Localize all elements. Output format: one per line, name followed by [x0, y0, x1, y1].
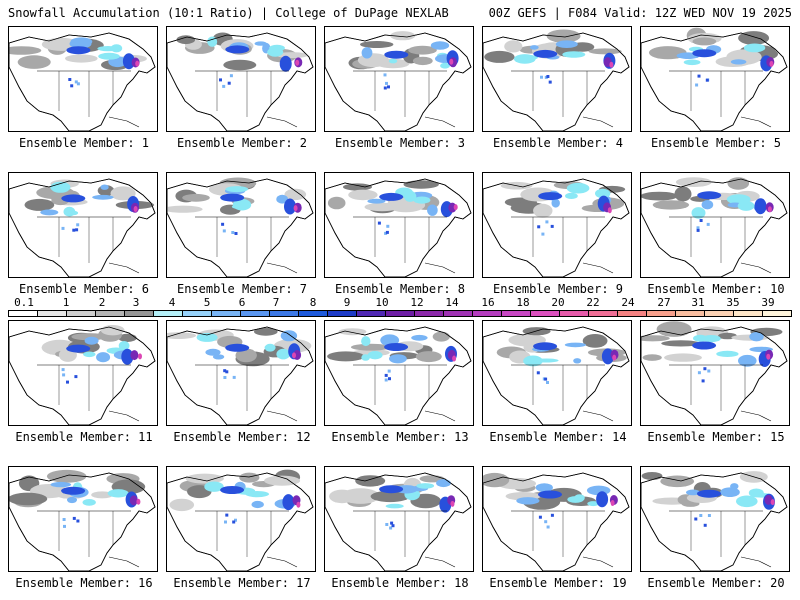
colorbar-tick-label: 7	[272, 296, 280, 309]
ensemble-member-label: Ensemble Member: 14	[489, 430, 627, 444]
colorbar-swatch	[270, 311, 299, 316]
ensemble-member-map[interactable]	[324, 320, 474, 426]
colorbar-tick-label: 4	[168, 296, 176, 309]
ensemble-member-map[interactable]	[8, 466, 158, 572]
colorbar-swatch	[734, 311, 763, 316]
colorbar-swatch	[444, 311, 473, 316]
colorbar-tick-label: 20	[551, 296, 565, 309]
colorbar-tick-label: 27	[657, 296, 671, 309]
colorbar-swatch	[705, 311, 734, 316]
colorbar-swatch	[299, 311, 328, 316]
colorbar-swatch	[357, 311, 386, 316]
colorbar-swatch	[589, 311, 618, 316]
model-run-valid-time: 00Z GEFS | F084 Valid: 12Z WED NOV 19 20…	[488, 6, 792, 20]
ensemble-member-map[interactable]	[166, 466, 316, 572]
colorbar-swatch	[96, 311, 125, 316]
ensemble-member-map[interactable]	[8, 172, 158, 278]
ensemble-member-label: Ensemble Member: 3	[334, 136, 466, 150]
ensemble-member-map[interactable]	[482, 320, 632, 426]
colorbar-tick-label: 12	[410, 296, 424, 309]
ensemble-member-label: Ensemble Member: 4	[492, 136, 624, 150]
ensemble-member-label: Ensemble Member: 8	[334, 282, 466, 296]
ensemble-member-map[interactable]	[482, 466, 632, 572]
colorbar-swatch	[183, 311, 212, 316]
colorbar-tick-label: 14	[445, 296, 459, 309]
ensemble-member-label: Ensemble Member: 15	[647, 430, 785, 444]
colorbar-tick-label: 16	[481, 296, 495, 309]
colorbar-swatch	[241, 311, 270, 316]
ensemble-member-map[interactable]	[482, 172, 632, 278]
ensemble-member-label: Ensemble Member: 12	[173, 430, 311, 444]
ensemble-member-map[interactable]	[324, 172, 474, 278]
ensemble-member-map[interactable]	[8, 320, 158, 426]
colorbar-swatch	[531, 311, 560, 316]
colorbar-tick-label: 39	[761, 296, 775, 309]
colorbar-swatch	[38, 311, 67, 316]
colorbar-tick-label: 3	[132, 296, 140, 309]
ensemble-member-map[interactable]	[8, 26, 158, 132]
ensemble-member-label: Ensemble Member: 9	[492, 282, 624, 296]
ensemble-member-label: Ensemble Member: 11	[15, 430, 153, 444]
ensemble-member-map[interactable]	[640, 320, 790, 426]
ensemble-member-label: Ensemble Member: 2	[176, 136, 308, 150]
colorbar-swatch	[125, 311, 154, 316]
colorbar-swatch	[415, 311, 444, 316]
colorbar-swatch	[763, 311, 791, 316]
colorbar-tick-label: 22	[586, 296, 600, 309]
ensemble-member-map[interactable]	[324, 466, 474, 572]
snowfall-colorbar	[8, 310, 792, 317]
ensemble-member-map[interactable]	[640, 26, 790, 132]
colorbar-tick-label: 5	[203, 296, 211, 309]
ensemble-member-label: Ensemble Member: 20	[647, 576, 785, 590]
colorbar-swatch	[502, 311, 531, 316]
colorbar-tick-label: 0.1	[14, 296, 34, 309]
colorbar-tick-label: 35	[726, 296, 740, 309]
ensemble-member-label: Ensemble Member: 17	[173, 576, 311, 590]
product-title: Snowfall Accumulation (10:1 Ratio) | Col…	[8, 6, 449, 20]
colorbar-swatch	[386, 311, 415, 316]
colorbar-tick-label: 6	[238, 296, 246, 309]
colorbar-tick-label: 31	[691, 296, 705, 309]
colorbar-swatch	[647, 311, 676, 316]
colorbar-swatch	[154, 311, 183, 316]
ensemble-member-map[interactable]	[166, 26, 316, 132]
colorbar-swatch	[473, 311, 502, 316]
ensemble-member-map[interactable]	[640, 172, 790, 278]
ensemble-member-label: Ensemble Member: 7	[176, 282, 308, 296]
colorbar-swatch	[67, 311, 96, 316]
ensemble-member-label: Ensemble Member: 6	[18, 282, 150, 296]
colorbar-swatch	[676, 311, 705, 316]
colorbar-tick-label: 24	[621, 296, 635, 309]
colorbar-tick-label: 9	[343, 296, 351, 309]
colorbar-swatch	[618, 311, 647, 316]
ensemble-member-label: Ensemble Member: 16	[15, 576, 153, 590]
ensemble-member-label: Ensemble Member: 5	[650, 136, 782, 150]
ensemble-member-label: Ensemble Member: 1	[18, 136, 150, 150]
ensemble-member-map[interactable]	[166, 172, 316, 278]
colorbar-swatch	[328, 311, 357, 316]
colorbar-tick-label: 1	[62, 296, 70, 309]
ensemble-member-label: Ensemble Member: 18	[331, 576, 469, 590]
colorbar-tick-label: 10	[375, 296, 389, 309]
ensemble-member-map[interactable]	[166, 320, 316, 426]
ensemble-member-map[interactable]	[640, 466, 790, 572]
colorbar-tick-label: 18	[516, 296, 530, 309]
ensemble-member-map[interactable]	[482, 26, 632, 132]
ensemble-member-label: Ensemble Member: 19	[489, 576, 627, 590]
colorbar-swatch	[9, 311, 38, 316]
colorbar-swatch	[212, 311, 241, 316]
colorbar-tick-label: 8	[309, 296, 317, 309]
ensemble-member-map[interactable]	[324, 26, 474, 132]
colorbar-swatch	[560, 311, 589, 316]
colorbar-tick-label: 2	[98, 296, 106, 309]
ensemble-member-label: Ensemble Member: 13	[331, 430, 469, 444]
ensemble-member-label: Ensemble Member: 10	[647, 282, 785, 296]
